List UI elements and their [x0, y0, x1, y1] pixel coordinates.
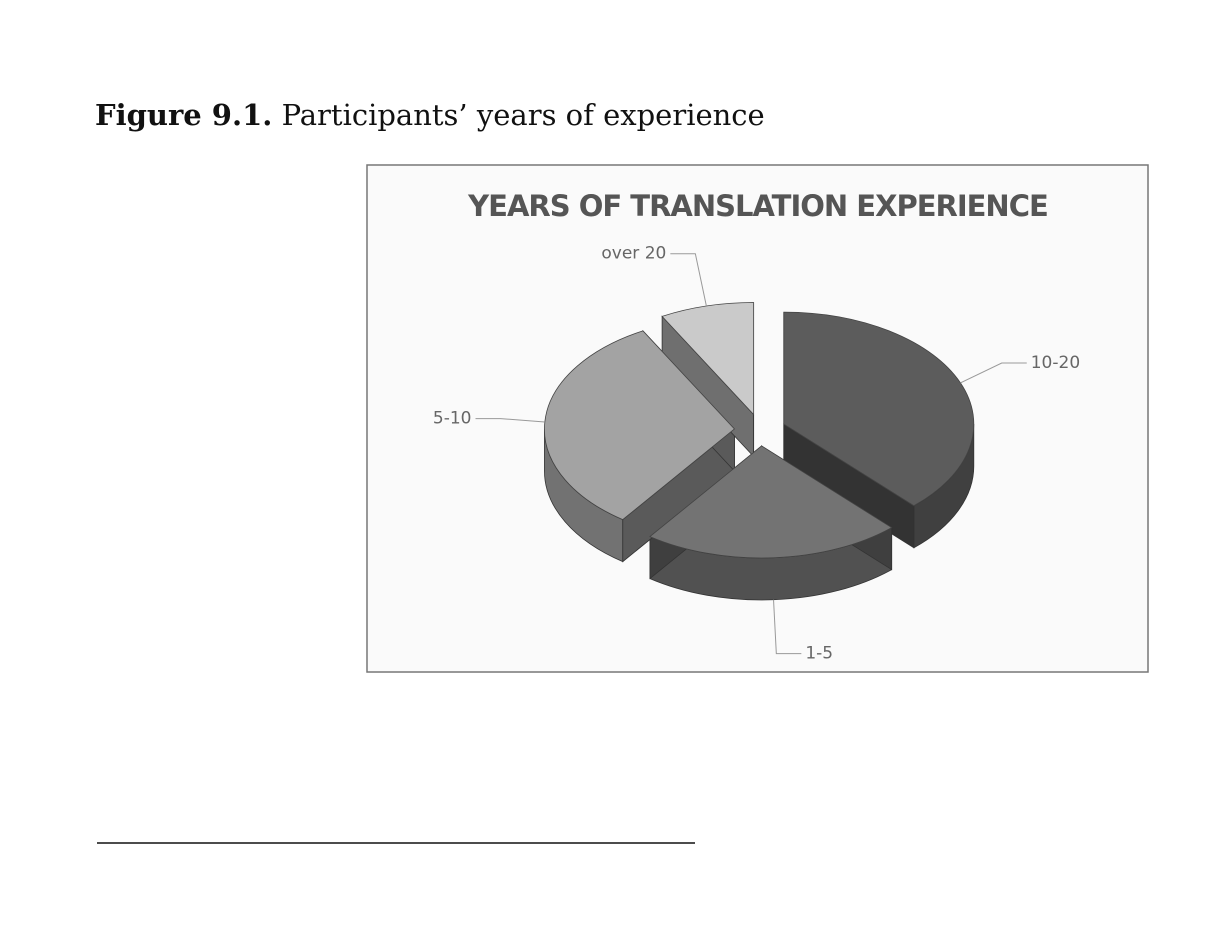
slice-label: 5-10: [433, 409, 472, 429]
pie-tops: [544, 302, 975, 559]
caption-label: Figure 9.1.: [95, 98, 272, 132]
caption-text: Participants’ years of experience: [282, 98, 765, 132]
caption: Figure 9.1. Participants’ years of exper…: [95, 98, 765, 132]
pie: 10-20 1-5 5-10 over 20: [433, 244, 1080, 664]
leader-line: [670, 253, 707, 307]
leader-line: [960, 362, 1027, 384]
slice-label: 1-5: [805, 644, 833, 664]
leader-line: [773, 599, 802, 655]
pie-slice: [649, 445, 893, 559]
pie-slice: [783, 311, 975, 507]
pie-slice: [661, 302, 755, 416]
chart-title: YEARS OF TRANSLATION EXPERIENCE: [467, 189, 1048, 223]
slice-label: 10-20: [1031, 353, 1080, 373]
leader-line: [475, 418, 545, 423]
slice-label: over 20: [601, 244, 666, 264]
